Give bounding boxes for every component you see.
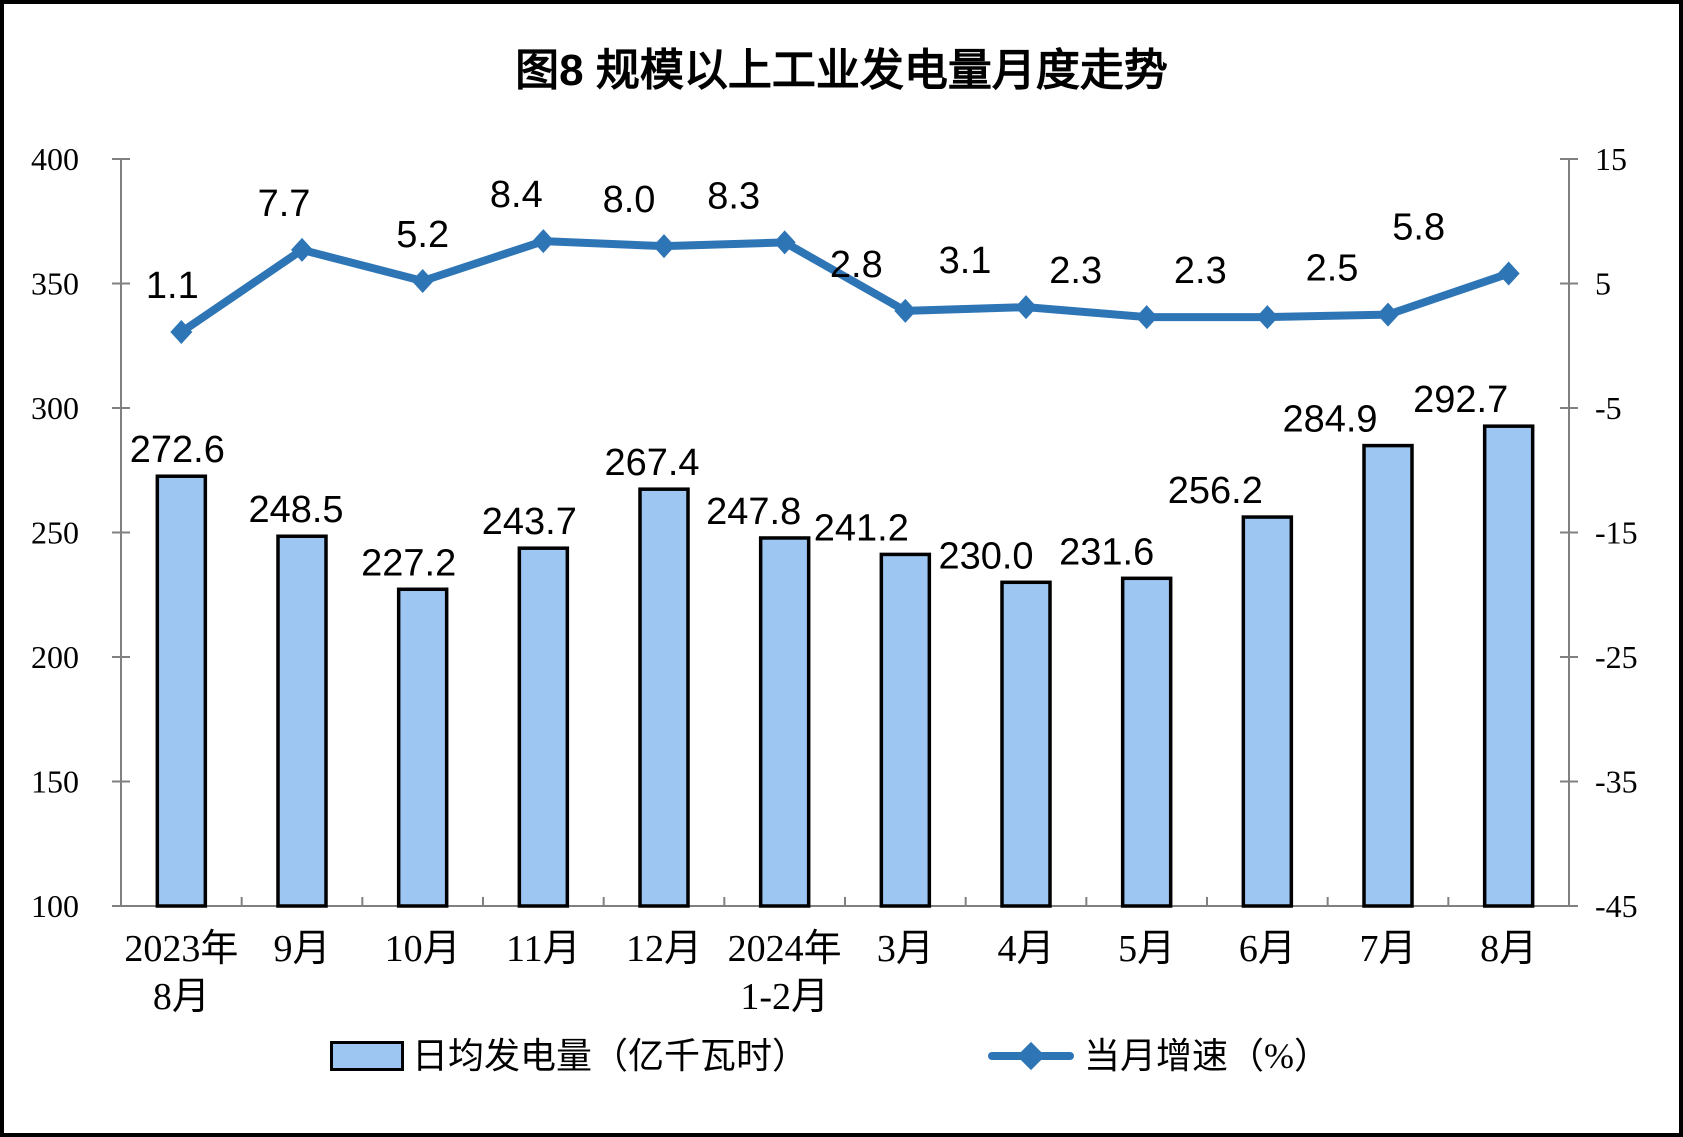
line-value-label: 2.3	[1049, 250, 1102, 292]
bar-value-label: 272.6	[130, 429, 225, 471]
line-value-label: 8.4	[490, 174, 543, 216]
diamond-marker-icon	[1377, 302, 1399, 327]
legend-item-line-series: 当月增速（%）	[988, 1038, 1330, 1074]
right-axis-tick-label: -5	[1595, 390, 1622, 426]
right-axis-tick-label: -45	[1595, 888, 1638, 924]
line-value-label: 2.5	[1306, 248, 1359, 290]
x-axis-category-label: 9月	[273, 928, 330, 970]
x-axis-category-label: 2024年	[728, 928, 842, 970]
legend-item-bar-series: 日均发电量（亿千瓦时）	[330, 1038, 808, 1074]
line-series-label: 当月增速（%）	[1084, 1036, 1330, 1076]
line-value-label: 1.1	[146, 265, 199, 307]
line-value-label: 8.0	[603, 179, 656, 221]
right-axis-tick-label: -25	[1595, 639, 1638, 675]
legend: 日均发电量（亿千瓦时） 当月增速（%）	[4, 1038, 1679, 1084]
bar	[638, 487, 690, 908]
bar-value-label: 227.2	[361, 542, 456, 584]
bar-value-label: 231.6	[1059, 531, 1154, 573]
line-value-label: 2.8	[830, 244, 883, 286]
left-axis-tick-label: 250	[31, 515, 79, 551]
chart-title: 图8 规模以上工业发电量月度走势	[515, 46, 1168, 95]
diamond-marker-icon	[170, 320, 193, 345]
right-axis-tick-label: 15	[1595, 141, 1627, 177]
bar-value-label: 247.8	[706, 491, 801, 533]
diamond-marker-icon	[1016, 1041, 1046, 1071]
bar	[758, 536, 811, 908]
bar	[1120, 576, 1173, 908]
bar-value-label: 292.7	[1413, 379, 1508, 421]
bar-series-swatch-icon	[330, 1041, 404, 1071]
left-axis-tick-label: 200	[31, 639, 79, 675]
bar	[879, 552, 932, 908]
line-series-swatch-icon	[988, 1041, 1074, 1071]
bar	[1482, 424, 1535, 908]
bar	[155, 474, 208, 908]
bar-value-label: 256.2	[1168, 470, 1263, 512]
x-axis-category-label: 1-2月	[740, 976, 829, 1018]
x-axis-category-label: 5月	[1118, 928, 1175, 970]
diamond-marker-icon	[653, 234, 675, 259]
diamond-marker-icon	[291, 237, 313, 262]
right-axis-tick-label: 5	[1595, 266, 1611, 302]
x-axis-category-label: 7月	[1359, 928, 1416, 970]
x-axis-category-label: 10月	[385, 928, 461, 970]
bar-value-label: 241.2	[814, 507, 909, 549]
bar-value-label: 230.0	[938, 535, 1033, 577]
x-axis-category-label: 3月	[877, 928, 934, 970]
growth-rate-line	[177, 237, 1513, 337]
right-axis-tick-label: -15	[1595, 515, 1638, 551]
bar-value-label: 248.5	[248, 489, 343, 531]
x-axis-category-label: 6月	[1239, 928, 1296, 970]
diamond-marker-icon	[1497, 261, 1520, 286]
left-axis-tick-label: 400	[31, 141, 79, 177]
bar-series-label: 日均发电量（亿千瓦时）	[412, 1036, 809, 1076]
x-axis-category-label: 12月	[626, 928, 702, 970]
x-axis-category-label: 8月	[1480, 928, 1537, 970]
diamond-marker-icon	[773, 230, 796, 255]
diamond-marker-icon	[1135, 305, 1158, 330]
x-axis-category-label: 11月	[506, 928, 581, 970]
line-value-label: 5.8	[1392, 207, 1445, 249]
bar	[1241, 515, 1294, 908]
line-value-label: 3.1	[939, 240, 992, 282]
left-axis-tick-label: 300	[31, 390, 79, 426]
x-axis-category-label: 8月	[153, 976, 210, 1018]
diamond-marker-icon	[894, 298, 917, 323]
line-value-label: 8.3	[707, 175, 760, 217]
line-value-label: 5.2	[396, 214, 449, 256]
bar	[1362, 443, 1414, 908]
bar	[276, 534, 328, 908]
left-axis-tick-label: 150	[31, 764, 79, 800]
x-axis-category-label: 2023年	[124, 928, 238, 970]
line-value-label: 7.7	[258, 183, 311, 225]
x-axis-category-label: 4月	[997, 928, 1054, 970]
right-axis-tick-label: -35	[1595, 764, 1638, 800]
left-axis-tick-label: 350	[31, 266, 79, 302]
diamond-marker-icon	[1256, 305, 1279, 330]
diamond-marker-icon	[532, 229, 555, 254]
chart-plot-area: 400 350 300 250 200 150 100 15 5 -5 -15 -25 -35 -45 27…	[31, 141, 1638, 1018]
bar-value-label: 284.9	[1282, 399, 1377, 441]
diamond-marker-icon	[1015, 295, 1037, 320]
bar	[1000, 580, 1052, 908]
bar	[396, 587, 449, 908]
left-axis-tick-label: 100	[31, 888, 79, 924]
bar-value-label: 267.4	[604, 442, 699, 484]
bar	[517, 546, 570, 908]
diamond-marker-icon	[411, 269, 434, 294]
bar-value-label: 243.7	[482, 501, 577, 543]
line-value-label: 2.3	[1174, 250, 1227, 292]
